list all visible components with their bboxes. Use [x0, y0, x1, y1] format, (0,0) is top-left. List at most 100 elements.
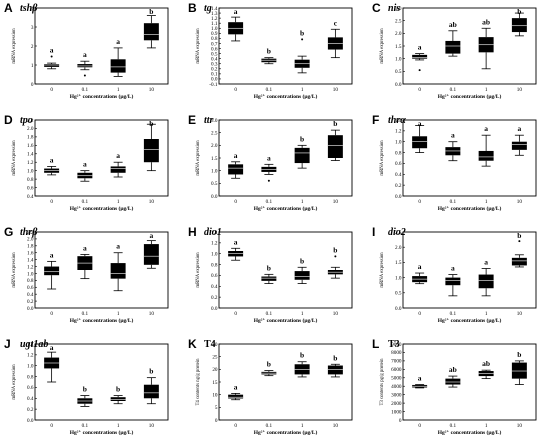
box-body — [412, 136, 428, 149]
y-tick-label: 0.6 — [211, 273, 218, 279]
x-axis-label: Hg²⁺ concentrations (μg/L) — [254, 429, 318, 436]
x-axis-label: Hg²⁺ concentrations (μg/L) — [254, 205, 318, 212]
y-tick-label: 1.0 — [211, 252, 218, 258]
gene-title: tg — [204, 3, 212, 14]
box-1: ab — [478, 17, 494, 70]
x-tick-label: 1 — [301, 311, 304, 317]
box-body — [143, 139, 159, 163]
significance-letter: ab — [482, 359, 490, 368]
plot-frame — [34, 119, 169, 197]
panel-letter: H — [188, 225, 197, 239]
y-tick-label: 0.5 — [211, 51, 218, 57]
x-tick-label: 10 — [149, 87, 155, 93]
significance-letter: ab — [449, 365, 457, 374]
significance-letter: b — [149, 119, 153, 128]
box-body — [445, 378, 461, 385]
box-1: b — [294, 256, 310, 284]
significance-letter: a — [83, 50, 87, 59]
y-tick-label: 0.5 — [211, 181, 218, 187]
y-tick-label: 0.4 — [27, 194, 34, 200]
x-tick-label: 1 — [117, 311, 120, 317]
y-tick-label: 0 — [399, 418, 402, 424]
gene-title: dio1 — [204, 227, 222, 238]
y-tick-label: 0 — [215, 418, 218, 424]
box-1: a — [110, 37, 126, 77]
x-tick-label: 0 — [234, 311, 237, 317]
box-body — [228, 164, 244, 175]
box-0: a — [412, 119, 428, 153]
box-0: a — [44, 155, 60, 176]
x-tick-label: 1 — [485, 87, 488, 93]
y-tick-label: 1.4 — [211, 230, 218, 236]
y-tick-label: 0.5 — [395, 291, 402, 297]
y-axis-label: mRNA expression — [12, 364, 17, 400]
x-tick-label: 10 — [517, 199, 523, 205]
panel-K: K T4 0 5 10 15 20 25 30 0 0.1 1 10 Hg²⁺ concentration… — [188, 337, 353, 436]
panel-letter: K — [188, 337, 197, 351]
y-tick-label: 2 — [31, 44, 34, 50]
x-tick-label: 1 — [485, 199, 488, 205]
significance-letter: b — [300, 351, 304, 360]
plot-frame — [218, 7, 353, 85]
box-body — [261, 276, 277, 281]
y-tick-label: 1.8 — [27, 244, 34, 250]
x-tick-label: 0 — [50, 199, 53, 205]
significance-letter: a — [484, 257, 488, 266]
y-tick-label: 0.9 — [211, 31, 218, 37]
gene-title: T4 — [204, 339, 216, 350]
significance-letter: a — [234, 7, 238, 16]
box-1: a — [110, 151, 126, 178]
y-tick-label: 30 — [212, 342, 218, 348]
box-body — [110, 263, 126, 279]
y-tick-label: 2.0 — [211, 143, 218, 149]
box-10: b — [143, 7, 159, 49]
box-0.1: ab — [445, 365, 461, 388]
gene-title: thrα — [388, 115, 406, 126]
box-body — [478, 274, 494, 289]
x-tick-label: 1 — [301, 423, 304, 429]
y-tick-label: 1.0 — [27, 364, 34, 370]
gene-title: ugt1ab — [20, 339, 48, 350]
significance-letter: b — [267, 263, 271, 272]
y-tick-label: 5000 — [391, 376, 402, 382]
box-0: a — [412, 262, 428, 285]
y-tick-label: 2.5 — [395, 18, 402, 24]
y-tick-label: 2.0 — [395, 245, 402, 251]
box-0: a — [44, 45, 60, 70]
box-0.1: a — [77, 243, 93, 280]
y-tick-label: 0.5 — [395, 69, 402, 75]
box-1: a — [478, 257, 494, 297]
y-tick-label: 0.8 — [211, 262, 218, 268]
y-tick-label: 4 — [31, 6, 34, 12]
y-tick-label: 0.0 — [211, 194, 218, 200]
x-tick-label: 0.1 — [450, 423, 457, 429]
gene-title: T3 — [388, 339, 400, 350]
y-axis-label: mRNA expression — [12, 252, 17, 288]
x-axis-label: Hg²⁺ concentrations (μg/L) — [438, 205, 502, 212]
significance-letter: a — [50, 155, 54, 164]
x-tick-label: 10 — [517, 423, 523, 429]
x-tick-label: 10 — [333, 423, 339, 429]
plot-frame — [402, 119, 537, 197]
outlier-point — [50, 55, 53, 58]
y-tick-label: 0.0 — [211, 306, 218, 312]
y-tick-label: 1.0 — [395, 275, 402, 281]
y-tick-label: 0.3 — [211, 62, 218, 68]
y-tick-label: 20 — [212, 367, 218, 373]
significance-letter: a — [418, 43, 422, 52]
box-0.1: a — [77, 160, 93, 182]
x-tick-label: 0 — [234, 87, 237, 93]
y-tick-label: 0.1 — [211, 72, 218, 78]
significance-letter: a — [451, 264, 455, 273]
box-body — [511, 257, 527, 266]
significance-letter: b — [116, 385, 120, 394]
significance-letter: b — [267, 360, 271, 369]
x-tick-label: 0.1 — [266, 423, 273, 429]
y-tick-label: 0.0 — [395, 82, 402, 88]
x-tick-label: 0 — [50, 311, 53, 317]
significance-letter: b — [517, 7, 521, 16]
y-tick-label: 0.4 — [27, 292, 34, 298]
